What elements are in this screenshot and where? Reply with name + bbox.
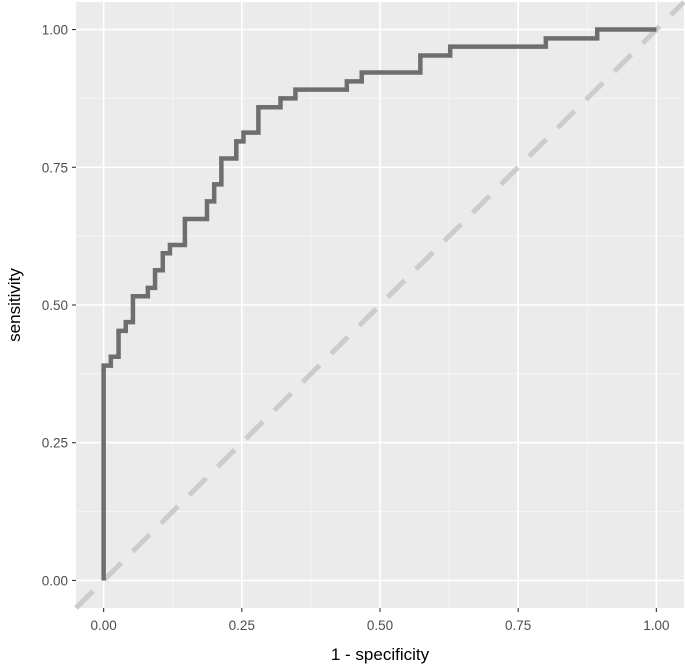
axis-ticks [72, 28, 657, 612]
x-tick-label: 0.75 [505, 618, 531, 633]
y-tick-label: 0.25 [42, 436, 68, 451]
x-tick-label: 0.25 [229, 618, 255, 633]
x-tick-label: 0.00 [90, 618, 116, 633]
x-tick-label: 1.00 [643, 618, 669, 633]
tick-labels: 0.00 0.25 0.50 0.75 1.00 0.00 0.25 0.50 0.75 1.00 [42, 23, 670, 633]
y-tick-label: 0.00 [42, 573, 68, 588]
reference-diagonal-line [74, 0, 685, 610]
y-tick-label: 1.00 [42, 23, 68, 38]
major-gridlines [76, 2, 684, 608]
y-tick-label: 0.50 [42, 298, 68, 313]
x-tick-label: 0.50 [367, 618, 393, 633]
roc-curve-line [101, 27, 657, 581]
y-axis-title: sensitivity [5, 268, 24, 342]
y-tick-label: 0.75 [42, 160, 68, 175]
x-axis-title: 1 - specificity [331, 645, 430, 664]
